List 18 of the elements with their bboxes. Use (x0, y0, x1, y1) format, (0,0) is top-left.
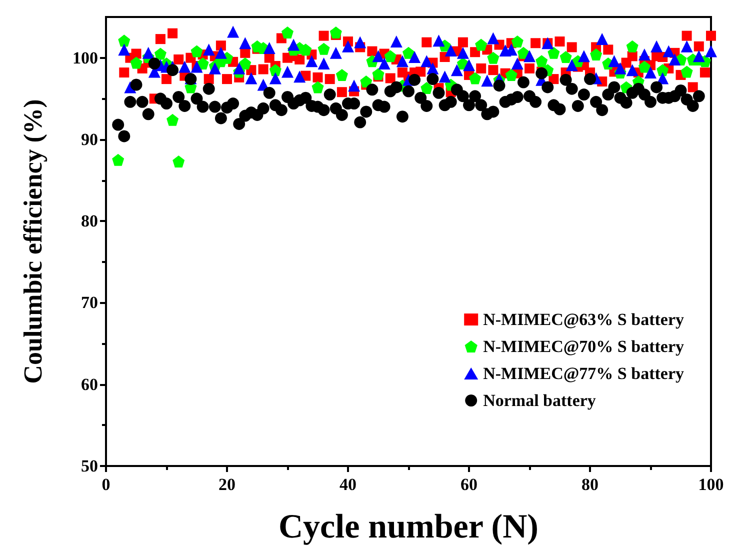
x-tick-label: 80 (582, 475, 598, 494)
legend-label: N-MIMEC@70% S battery (483, 337, 684, 356)
y-tick-label: 100 (72, 48, 98, 68)
x-axis-title: Cycle number (N) (278, 508, 538, 546)
x-tick-label: 0 (102, 475, 110, 494)
x-tick-label: 40 (340, 475, 356, 494)
y-tick-label: 70 (81, 293, 98, 312)
legend-label: N-MIMEC@77% S battery (483, 364, 684, 383)
y-tick-label: 80 (81, 212, 98, 231)
x-tick-label: 20 (218, 475, 236, 494)
y-tick-label: 60 (81, 374, 98, 394)
y-tick-label: 90 (81, 130, 98, 149)
x-tick-label: 60 (460, 475, 478, 494)
y-tick-label: 50 (81, 456, 98, 476)
x-tick-label: 100 (698, 475, 724, 494)
legend-label: Normal battery (483, 391, 596, 410)
y-axis-title: Coulumbic efficiency (%) (18, 99, 48, 384)
legend-label: N-MIMEC@63% S battery (483, 310, 684, 329)
